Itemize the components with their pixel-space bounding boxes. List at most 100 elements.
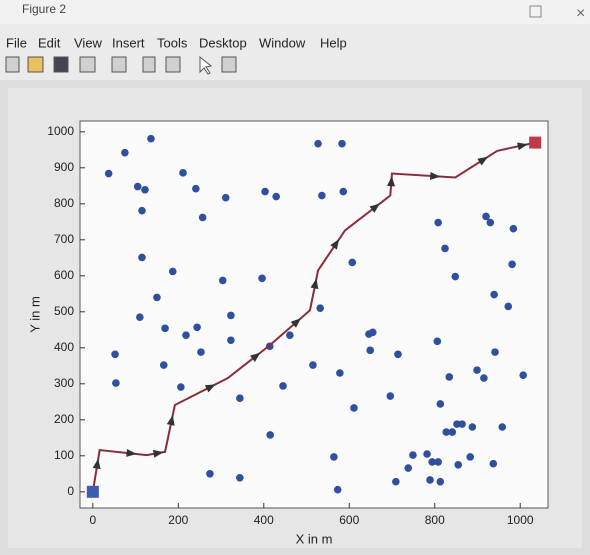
menu-item[interactable]: Tools <box>157 35 188 50</box>
node <box>227 312 235 320</box>
node <box>458 420 466 428</box>
node <box>434 338 442 346</box>
node <box>441 245 449 253</box>
node <box>134 183 142 191</box>
node <box>138 207 146 215</box>
y-tick-label: 100 <box>54 448 74 462</box>
node <box>199 214 207 222</box>
node <box>339 188 347 196</box>
node <box>434 458 442 466</box>
node-square <box>529 137 541 149</box>
node <box>454 461 462 469</box>
y-tick-label: 400 <box>54 340 74 354</box>
tool-icon[interactable] <box>80 57 95 72</box>
node <box>141 186 149 194</box>
window-title: Figure 2 <box>22 2 66 16</box>
node <box>330 453 338 461</box>
chart: 0200400600800100001002003004005006007008… <box>27 121 548 546</box>
node <box>266 431 274 439</box>
close-button[interactable]: × <box>576 5 585 22</box>
tool-icon[interactable] <box>166 57 180 72</box>
tool-icon[interactable] <box>112 57 126 72</box>
menu-item[interactable]: File <box>6 35 27 50</box>
node <box>489 460 497 468</box>
window-svg: Figure 2 × File Edit View Insert Tools Deskto… <box>0 0 590 555</box>
x-tick-label: 400 <box>254 513 274 527</box>
x-tick-label: 200 <box>168 513 188 527</box>
y-tick-label: 700 <box>54 232 74 246</box>
y-axis-label: Y in m <box>27 296 42 333</box>
node <box>227 336 235 344</box>
tool-icon[interactable] <box>54 57 68 72</box>
node <box>179 169 187 177</box>
node <box>504 303 512 311</box>
y-tick-label: 0 <box>67 484 74 498</box>
y-tick-label: 200 <box>54 412 74 426</box>
tool-icon[interactable] <box>222 57 236 72</box>
tool-icon[interactable] <box>143 57 155 72</box>
y-tick-label: 600 <box>54 268 74 282</box>
node <box>286 331 294 339</box>
node <box>161 325 169 333</box>
x-tick-label: 1000 <box>507 513 534 527</box>
node <box>258 275 266 283</box>
node <box>261 188 269 196</box>
node <box>219 277 227 285</box>
menu-item[interactable]: Desktop <box>199 35 247 50</box>
node <box>348 259 356 267</box>
menu-item[interactable]: Edit <box>38 35 61 50</box>
node <box>177 383 185 391</box>
node <box>426 476 434 484</box>
node <box>153 294 161 302</box>
node <box>236 394 244 402</box>
plot-area <box>80 121 548 508</box>
node <box>279 382 287 390</box>
node <box>338 140 346 148</box>
menu-item[interactable]: Help <box>320 35 347 50</box>
x-tick-label: 800 <box>425 513 445 527</box>
x-tick-label: 0 <box>89 513 96 527</box>
node <box>434 219 442 227</box>
menu-item[interactable]: Insert <box>112 35 145 50</box>
y-tick-label: 800 <box>54 196 74 210</box>
node <box>491 348 499 356</box>
node <box>448 428 456 436</box>
node <box>350 404 358 412</box>
node <box>436 400 444 408</box>
node <box>409 451 417 459</box>
node <box>466 453 474 461</box>
node <box>136 313 144 321</box>
figure-window: Figure 2 × File Edit View Insert Tools Deskto… <box>0 0 590 555</box>
node <box>394 350 402 358</box>
x-tick-label: 600 <box>339 513 359 527</box>
node <box>272 193 280 201</box>
node <box>193 323 201 331</box>
node <box>160 361 168 369</box>
node-square <box>87 486 99 498</box>
node <box>138 254 146 262</box>
node <box>487 219 495 227</box>
node <box>318 192 326 200</box>
y-tick-label: 1000 <box>47 124 74 138</box>
node <box>112 379 120 387</box>
node <box>451 273 459 281</box>
title-bar <box>0 0 590 24</box>
node <box>147 135 155 143</box>
node <box>105 170 113 178</box>
node <box>469 423 477 431</box>
node <box>336 369 344 377</box>
y-tick-label: 900 <box>54 160 74 174</box>
node <box>445 373 453 381</box>
menu-item[interactable]: View <box>74 35 103 50</box>
node <box>236 474 244 482</box>
node <box>480 374 488 382</box>
node <box>510 225 518 233</box>
tool-icon[interactable] <box>6 57 19 72</box>
node <box>206 470 214 478</box>
node <box>314 140 322 148</box>
menu-item[interactable]: Window <box>259 35 306 50</box>
node <box>519 371 527 379</box>
tool-icon[interactable] <box>28 57 43 72</box>
node <box>121 149 129 157</box>
node <box>423 450 431 458</box>
